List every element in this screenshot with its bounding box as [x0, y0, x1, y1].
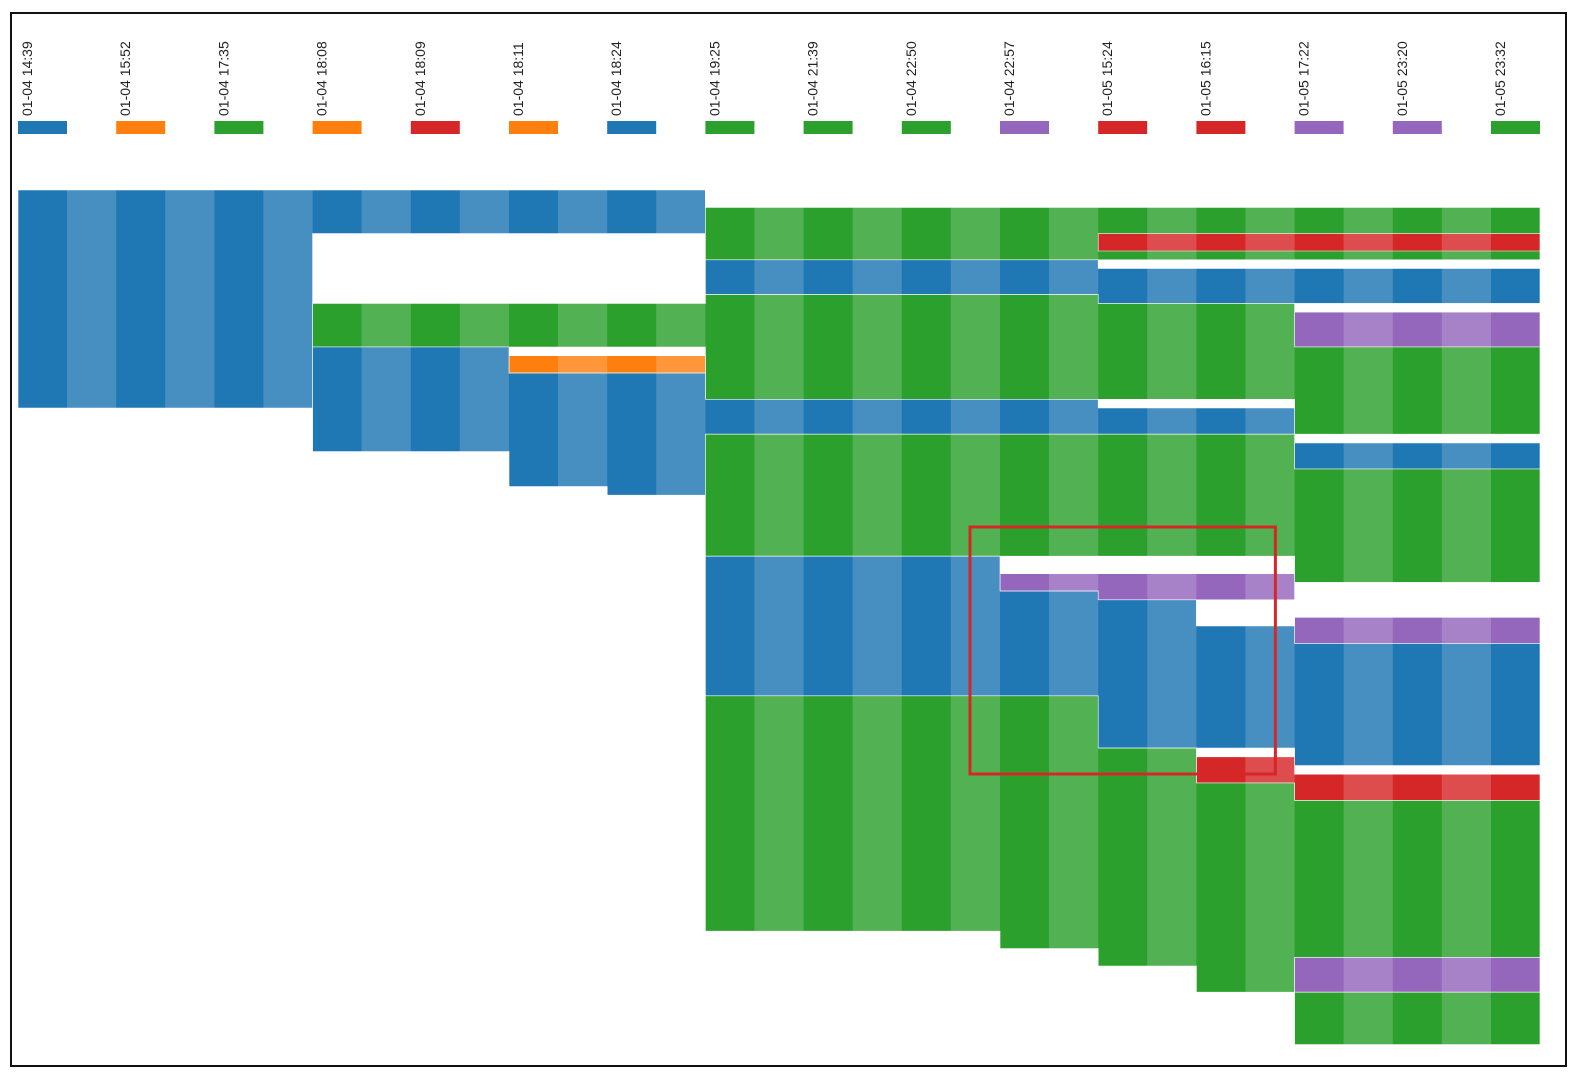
column-shade [950, 190, 1000, 1062]
column-shade [1441, 190, 1491, 1062]
x-tick-label: 01-04 18:08 [314, 41, 330, 116]
column-shade [558, 190, 608, 1062]
legend-swatch [1294, 121, 1344, 134]
x-tick-label: 01-04 21:39 [805, 41, 821, 116]
x-tick-label: 01-04 22:57 [1001, 41, 1017, 116]
column-shade [754, 190, 804, 1062]
x-tick-label: 01-04 14:39 [19, 41, 35, 116]
column-shade [1343, 190, 1393, 1062]
column-shade [361, 190, 411, 1062]
x-tick-label: 01-04 22:50 [903, 41, 919, 116]
x-tick-label: 01-05 23:20 [1394, 41, 1410, 116]
color-legend [18, 121, 1540, 134]
legend-swatch [1491, 121, 1540, 134]
highlight-rectangle [968, 525, 1277, 776]
legend-swatch [1392, 121, 1442, 134]
x-tick-label: 01-05 15:24 [1099, 41, 1115, 116]
legend-swatch [214, 121, 264, 134]
column-shade [263, 190, 313, 1062]
column-shade [1147, 190, 1197, 1062]
column-shade [165, 190, 215, 1062]
highlight-box [968, 525, 1277, 776]
legend-swatch [1196, 121, 1246, 134]
flow-bands [17, 189, 1541, 1045]
column-shade [656, 190, 706, 1062]
flow-band-purple [1294, 957, 1541, 993]
legend-swatch [410, 121, 460, 134]
x-tick-label: 01-04 19:25 [706, 41, 722, 116]
legend-swatch [116, 121, 166, 134]
legend-swatch [901, 121, 951, 134]
column-shading [67, 190, 1491, 1062]
column-shade [1245, 190, 1295, 1062]
legend-swatch [803, 121, 853, 134]
column-shade [852, 190, 902, 1062]
legend-swatch [18, 121, 67, 134]
legend-swatch [607, 121, 657, 134]
legend-swatch [1000, 121, 1049, 134]
x-tick-label: 01-04 15:52 [117, 41, 133, 116]
x-tick-labels: 01-04 14:39 01-04 15:52 01-04 17:35 01-04 1… [19, 41, 1508, 116]
legend-swatch [312, 121, 362, 134]
column-shade [459, 190, 509, 1062]
x-tick-label: 01-04 18:09 [412, 41, 428, 116]
legend-swatch [509, 121, 558, 134]
column-shade [67, 190, 117, 1062]
flow-band-green [1294, 991, 1541, 1045]
x-tick-label: 01-05 17:22 [1296, 41, 1312, 116]
column-shade [1049, 190, 1099, 1062]
x-tick-label: 01-05 16:15 [1197, 41, 1213, 116]
flow-band-purple [1294, 311, 1541, 348]
x-tick-label: 01-05 23:32 [1492, 41, 1508, 116]
flow-band-red [1097, 233, 1541, 252]
x-tick-label: 01-04 17:35 [215, 41, 231, 116]
legend-swatch [705, 121, 755, 134]
x-tick-label: 01-04 18:24 [608, 41, 624, 116]
x-tick-label: 01-04 18:11 [510, 42, 526, 116]
legend-swatch [1098, 121, 1148, 134]
